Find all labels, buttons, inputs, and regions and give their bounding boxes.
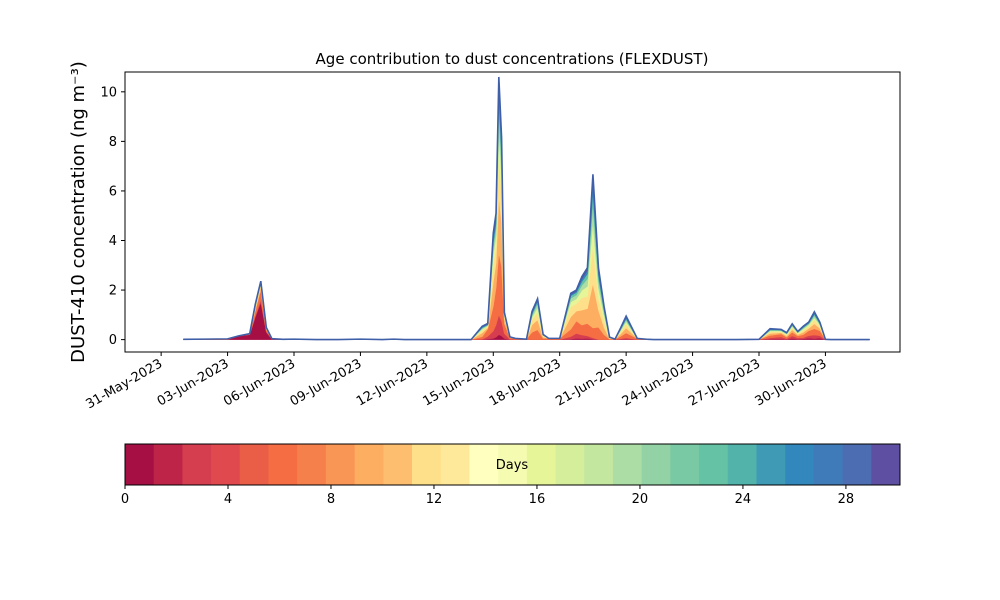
colorbar-tick-label: 20 xyxy=(632,492,649,507)
colorbar-tick-label: 16 xyxy=(529,492,546,507)
area-series-8 xyxy=(183,86,870,340)
colorbar-tick-label: 8 xyxy=(327,492,335,507)
colorbar-segment xyxy=(297,444,327,485)
x-tick-label: 24-Jun-2023 xyxy=(620,356,697,409)
area-series-4 xyxy=(183,156,870,340)
y-axis-ticks: 0 2 4 6 8 10 xyxy=(100,85,125,348)
chart-title: Age contribution to dust concentrations … xyxy=(316,50,709,68)
x-tick-label: 09-Jun-2023 xyxy=(288,356,365,409)
colorbar-segment xyxy=(699,444,729,485)
x-tick-label: 30-Jun-2023 xyxy=(753,356,830,409)
area-series-3 xyxy=(183,195,870,340)
colorbar: 0 4 8 12 16 20 24 28 xyxy=(121,443,901,507)
colorbar-label: Days xyxy=(496,458,529,473)
colorbar-segment xyxy=(612,444,643,485)
y-tick-label: 10 xyxy=(100,85,117,100)
colorbar-segment xyxy=(756,444,786,485)
x-tick-label: 12-Jun-2023 xyxy=(354,356,431,409)
colorbar-segment xyxy=(584,444,614,485)
x-axis-ticks: 31-May-202303-Jun-202306-Jun-202309-Jun-… xyxy=(83,352,829,412)
area-series-2 xyxy=(182,252,870,340)
colorbar-segment xyxy=(785,444,815,485)
colorbar-segment xyxy=(555,444,585,485)
colorbar-segment xyxy=(125,444,155,485)
colorbar-segment xyxy=(239,444,270,485)
x-tick-label: 15-Jun-2023 xyxy=(420,356,497,409)
colorbar-segment xyxy=(813,444,844,485)
y-tick-label: 2 xyxy=(109,284,117,299)
area-series-6 xyxy=(183,111,870,340)
x-tick-label: 31-May-2023 xyxy=(83,356,165,412)
x-tick-label: 06-Jun-2023 xyxy=(221,356,298,409)
colorbar-segment xyxy=(440,444,470,485)
area-series-9 xyxy=(183,76,870,340)
y-tick-label: 8 xyxy=(109,135,117,150)
colorbar-tick-label: 24 xyxy=(735,492,752,507)
plot-outline xyxy=(124,71,901,353)
area-series-5 xyxy=(183,131,870,340)
colorbar-tick-label: 0 xyxy=(121,492,129,507)
colorbar-tick-label: 28 xyxy=(838,492,855,507)
colorbar-frame xyxy=(124,443,901,486)
colorbar-segment xyxy=(268,444,298,485)
colorbar-segment xyxy=(526,444,557,485)
x-tick-label: 27-Jun-2023 xyxy=(686,356,763,409)
y-tick-label: 6 xyxy=(109,184,117,199)
y-tick-label: 0 xyxy=(109,333,117,348)
colorbar-segment xyxy=(842,444,872,485)
plot-areas xyxy=(182,76,870,341)
colorbar-segment xyxy=(727,444,757,485)
y-axis-label: DUST-410 concentration (ng m⁻³) xyxy=(68,61,89,363)
area-series-7 xyxy=(183,96,870,340)
colorbar-segment xyxy=(498,444,528,485)
colorbar-segment xyxy=(670,444,700,485)
colorbar-segment xyxy=(211,444,241,485)
colorbar-segment xyxy=(325,444,356,485)
x-tick-label: 03-Jun-2023 xyxy=(155,356,232,409)
y-tick-label: 4 xyxy=(109,234,117,249)
x-tick-label: 21-Jun-2023 xyxy=(553,356,630,409)
colorbar-tick-label: 4 xyxy=(224,492,232,507)
colorbar-segment xyxy=(412,444,442,485)
colorbar-segment xyxy=(182,444,212,485)
total-line xyxy=(183,76,870,341)
colorbar-segment xyxy=(871,444,901,485)
colorbar-segment xyxy=(383,444,413,485)
colorbar-segment xyxy=(354,444,384,485)
x-tick-label: 18-Jun-2023 xyxy=(487,356,564,409)
colorbar-tick-label: 12 xyxy=(426,492,443,507)
plot-frame xyxy=(124,71,901,353)
colorbar-segment xyxy=(469,444,499,485)
colorbar-segment xyxy=(153,444,183,485)
colorbar-segment xyxy=(641,444,671,485)
